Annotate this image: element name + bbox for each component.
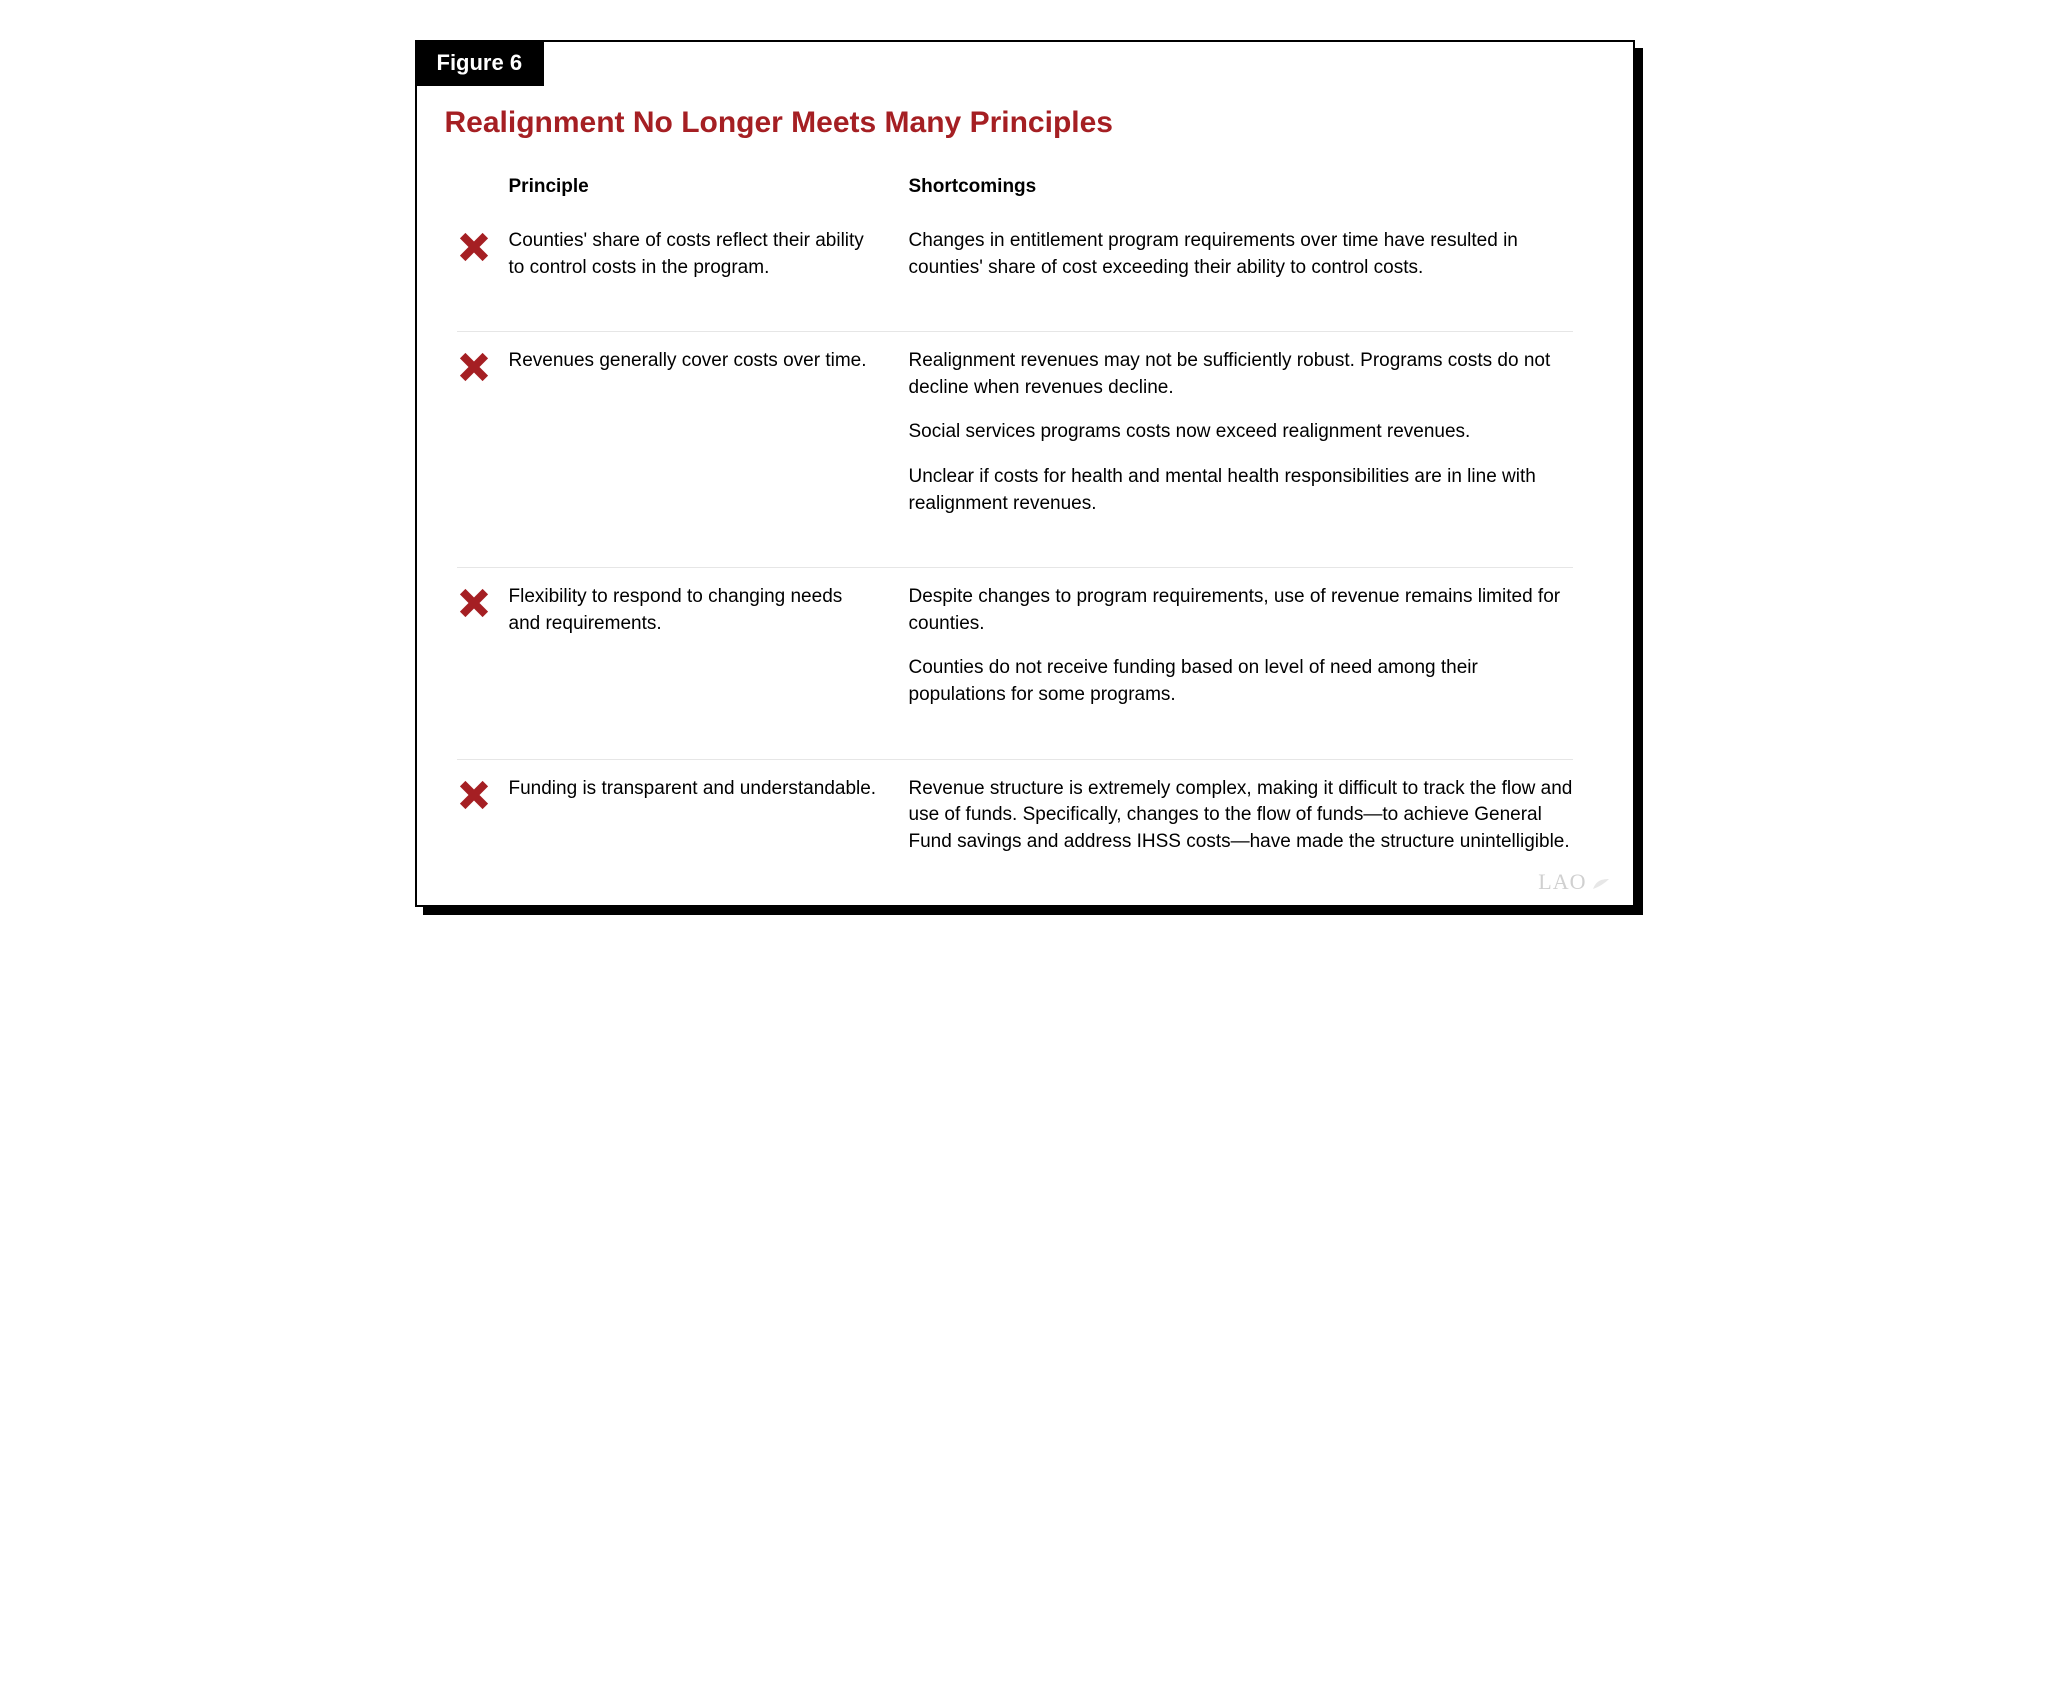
principle-text: Flexibility to respond to changing needs… — [509, 586, 843, 634]
header-shortcomings: Shortcomings — [909, 176, 1573, 198]
principles-table: Principle Shortcomings Counties' share o… — [417, 158, 1633, 865]
cross-icon — [457, 230, 491, 264]
shortcoming-text: Social services programs costs now excee… — [909, 419, 1573, 446]
cross-icon — [457, 586, 491, 620]
shortcomings-cell: Despite changes to program requirements,… — [909, 584, 1573, 708]
figure-container: Figure 6 Realignment No Longer Meets Man… — [415, 40, 1635, 907]
cross-icon — [457, 350, 491, 384]
table-row: Funding is transparent and understandabl… — [457, 760, 1573, 866]
row-icon-cell — [457, 348, 509, 389]
watermark-icon — [1591, 873, 1611, 891]
table-header-row: Principle Shortcomings — [457, 158, 1573, 212]
principle-cell: Revenues generally cover costs over time… — [509, 348, 909, 375]
principle-cell: Funding is transparent and understandabl… — [509, 776, 909, 803]
shortcoming-text: Unclear if costs for health and mental h… — [909, 464, 1573, 517]
table-row: Counties' share of costs reflect their a… — [457, 212, 1573, 332]
shortcomings-cell: Realignment revenues may not be sufficie… — [909, 348, 1573, 517]
shortcoming-text: Despite changes to program requirements,… — [909, 584, 1573, 637]
shortcoming-text: Revenue structure is extremely complex, … — [909, 776, 1573, 856]
shortcoming-text: Realignment revenues may not be sufficie… — [909, 348, 1573, 401]
shortcoming-text: Counties do not receive funding based on… — [909, 655, 1573, 708]
watermark: LAO — [1538, 869, 1610, 895]
row-icon-cell — [457, 776, 509, 817]
figure-title: Realignment No Longer Meets Many Princip… — [417, 42, 1633, 158]
figure-label-text: Figure 6 — [437, 50, 523, 75]
header-principle: Principle — [509, 176, 909, 198]
row-icon-cell — [457, 584, 509, 625]
table-row: Revenues generally cover costs over time… — [457, 332, 1573, 568]
principle-text: Revenues generally cover costs over time… — [509, 350, 867, 371]
figure-label: Figure 6 — [415, 40, 545, 86]
shortcomings-cell: Revenue structure is extremely complex, … — [909, 776, 1573, 856]
shortcoming-text: Changes in entitlement program requireme… — [909, 228, 1573, 281]
cross-icon — [457, 778, 491, 812]
figure-card: Figure 6 Realignment No Longer Meets Man… — [415, 40, 1635, 907]
row-icon-cell — [457, 228, 509, 269]
shortcomings-cell: Changes in entitlement program requireme… — [909, 228, 1573, 281]
principle-text: Funding is transparent and understandabl… — [509, 778, 877, 799]
principle-text: Counties' share of costs reflect their a… — [509, 230, 864, 278]
principle-cell: Counties' share of costs reflect their a… — [509, 228, 909, 281]
principle-cell: Flexibility to respond to changing needs… — [509, 584, 909, 637]
watermark-text: LAO — [1538, 869, 1586, 895]
table-row: Flexibility to respond to changing needs… — [457, 568, 1573, 759]
